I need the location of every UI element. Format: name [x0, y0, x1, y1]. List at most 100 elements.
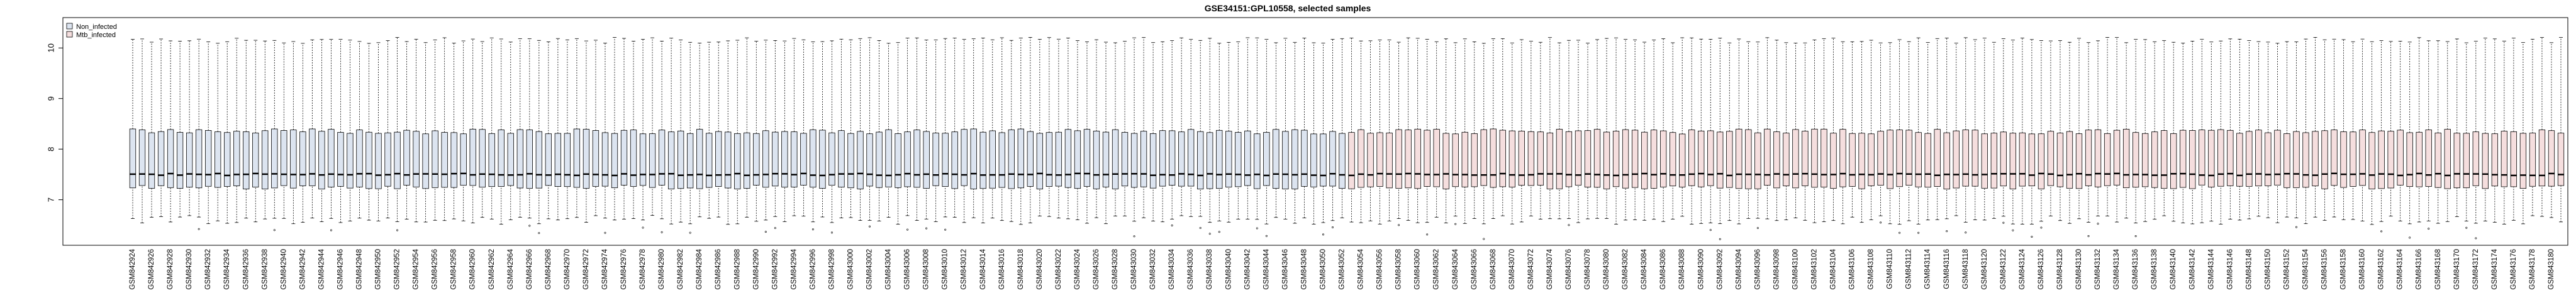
iqr-box [1499, 130, 1506, 187]
x-tick-label: GSM843056 [1376, 249, 1384, 290]
sample-box [1660, 38, 1667, 222]
iqr-box [460, 133, 467, 186]
x-tick-label: GSM843090 [1697, 249, 1705, 290]
sample-box [828, 40, 835, 234]
x-tick-label: GSM842966 [526, 249, 533, 290]
iqr-box [1670, 132, 1676, 187]
iqr-box [2274, 130, 2281, 186]
x-tick-label: GSM843070 [1508, 249, 1516, 290]
iqr-box [1291, 129, 1298, 189]
sample-box [1017, 37, 1024, 225]
iqr-box [658, 130, 666, 186]
iqr-box [2321, 130, 2328, 189]
iqr-box [2510, 131, 2517, 187]
outlier-point [1133, 235, 1135, 238]
outlier-point [396, 229, 399, 231]
outlier-point [1965, 231, 1967, 234]
iqr-box [2397, 130, 2404, 186]
x-tick-label: GSM843112 [1905, 249, 1913, 289]
sample-box [1575, 40, 1582, 223]
sample-box [2009, 40, 2017, 231]
x-tick-label: GSM843120 [1981, 249, 1988, 290]
iqr-box [1178, 131, 1185, 187]
iqr-box [1849, 133, 1856, 187]
sample-box [2397, 41, 2404, 221]
x-tick-label: GSM843160 [2359, 249, 2367, 290]
iqr-box [2141, 133, 2149, 187]
sample-box [1225, 42, 1232, 223]
sample-box [866, 37, 873, 228]
sample-box [1414, 38, 1421, 223]
x-tick-label: GSM843150 [2264, 249, 2272, 290]
outlier-point [764, 231, 767, 233]
outlier-point [604, 231, 606, 234]
iqr-box [1367, 133, 1374, 187]
sample-box [677, 40, 684, 223]
iqr-box [819, 130, 826, 189]
sample-box [1301, 38, 1308, 218]
sample-box [2056, 40, 2064, 221]
iqr-box [1112, 129, 1119, 189]
iqr-box [516, 129, 523, 189]
iqr-box [970, 128, 977, 189]
iqr-box [1168, 130, 1176, 186]
sample-box [847, 39, 854, 218]
sample-box [157, 38, 165, 217]
outlier-point [906, 228, 909, 231]
x-tick-label: GSM843166 [2416, 249, 2423, 290]
x-tick-label: GSM843134 [2113, 248, 2121, 289]
sample-box [1405, 37, 1412, 221]
x-tick-label: GSM843078 [1584, 249, 1592, 290]
iqr-box [2529, 133, 2536, 187]
x-tick-label: GSM842996 [809, 249, 817, 290]
iqr-box [1395, 129, 1402, 189]
sample-box [2047, 40, 2055, 216]
iqr-box [592, 130, 599, 187]
iqr-box [384, 132, 391, 187]
sample-box [2340, 39, 2347, 220]
sample-box [1726, 42, 1733, 221]
outlier-point [689, 231, 691, 234]
x-tick-label: GSM843002 [866, 249, 874, 290]
x-tick-label: GSM843132 [2094, 249, 2102, 290]
x-tick-label: GSM843168 [2434, 249, 2442, 290]
sample-box [233, 38, 240, 223]
sample-box [1074, 40, 1081, 220]
sample-box [1736, 38, 1742, 225]
iqr-box [337, 132, 344, 187]
iqr-box [2406, 132, 2413, 187]
x-tick-label: GSM843000 [847, 249, 855, 290]
outlier-point [1568, 224, 1570, 226]
iqr-box [838, 130, 845, 188]
sample-box [422, 42, 429, 223]
sample-box [1849, 41, 1856, 218]
x-tick-label: GSM843006 [904, 249, 912, 290]
x-tick-label: GSM842978 [639, 249, 647, 290]
sample-box [469, 38, 476, 223]
sample-box [2038, 40, 2045, 229]
iqr-box [167, 129, 174, 188]
outlier-point [1331, 226, 1334, 229]
iqr-box [1688, 130, 1695, 186]
sample-box [1188, 39, 1195, 217]
iqr-box [441, 132, 448, 188]
sample-box [262, 40, 269, 219]
sample-box [2501, 40, 2508, 225]
sample-box [1159, 41, 1166, 223]
iqr-box [1811, 128, 1818, 188]
sample-box [2170, 42, 2177, 222]
sample-box [658, 40, 666, 233]
sample-box [138, 38, 146, 223]
iqr-box [583, 129, 590, 189]
iqr-box [1584, 130, 1592, 188]
outlier-point [1483, 238, 1485, 240]
x-tick-label: GSM843066 [1471, 249, 1478, 290]
sample-box [715, 42, 722, 218]
iqr-box [1943, 132, 1950, 190]
sample-box [1235, 41, 1242, 219]
sample-box [998, 37, 1005, 221]
iqr-box [1263, 132, 1270, 186]
sample-box [1055, 38, 1062, 219]
iqr-box [2519, 133, 2527, 189]
iqr-box [1159, 130, 1166, 187]
